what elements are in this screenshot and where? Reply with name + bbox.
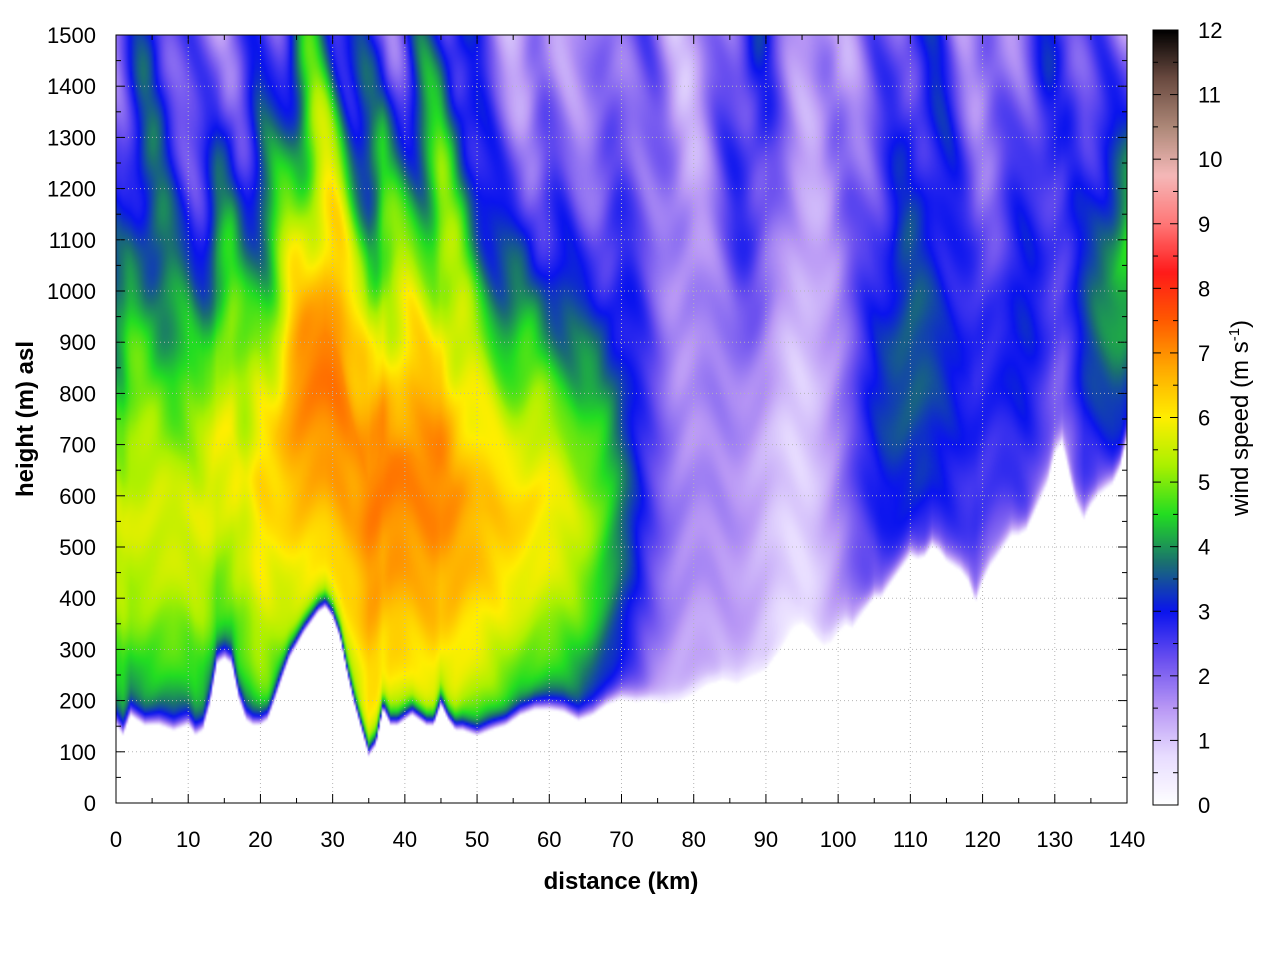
colorbar-title: wind speed (m s-1) (1226, 320, 1254, 517)
y-tick-label: 1300 (47, 125, 96, 150)
x-tick-label: 90 (754, 827, 778, 852)
colorbar-tick-label: 9 (1198, 212, 1210, 237)
y-tick-label: 100 (59, 740, 96, 765)
colorbar-title-main: wind speed (m s (1227, 341, 1254, 517)
colorbar-tick-label: 11 (1198, 83, 1221, 108)
x-tick-label: 70 (609, 827, 633, 852)
x-tick-label: 100 (820, 827, 857, 852)
y-tick-label: 800 (59, 381, 96, 406)
x-tick-label: 120 (964, 827, 1001, 852)
colorbar-tick-label: 1 (1198, 728, 1210, 753)
x-tick-label: 60 (537, 827, 561, 852)
colorbar-tick-label: 7 (1198, 341, 1210, 366)
y-tick-label: 300 (59, 637, 96, 662)
x-tick-label: 30 (320, 827, 344, 852)
y-tick-label: 400 (59, 586, 96, 611)
colorbar-tick-label: 12 (1198, 18, 1222, 43)
x-axis: 0 10 20 30 40 50 60 70 80 90 100 110 120 130 140 (110, 35, 1145, 852)
colorbar-title-close: ) (1227, 320, 1254, 328)
colorbar-tick-label: 8 (1198, 276, 1210, 301)
y-axis-title: height (m) asl (12, 341, 39, 497)
y-tick-label: 1100 (49, 228, 96, 253)
y-tick-label: 1500 (47, 23, 96, 48)
y-tick-label: 0 (84, 791, 96, 816)
colorbar-tick-label: 0 (1198, 793, 1210, 818)
colorbar-tick-label: 6 (1198, 406, 1210, 431)
x-tick-label: 80 (681, 827, 705, 852)
y-tick-label: 200 (59, 689, 96, 714)
y-tick-label: 900 (59, 330, 96, 355)
y-tick-label: 500 (59, 535, 96, 560)
y-tick-label: 1000 (47, 279, 96, 304)
x-tick-label: 110 (893, 827, 928, 852)
colorbar-tick-label: 4 (1198, 535, 1210, 560)
colorbar-tick-label: 2 (1198, 664, 1210, 689)
colorbar-tick-label: 5 (1198, 470, 1210, 495)
colorbar-title-sup: -1 (1226, 328, 1243, 341)
colorbar-tick-label: 3 (1198, 599, 1210, 624)
y-tick-label: 700 (59, 433, 96, 458)
x-tick-label: 20 (248, 827, 272, 852)
y-tick-label: 1400 (47, 74, 96, 99)
y-axis: 0 100 200 300 400 500 600 700 800 900 1000 1100 1200… (47, 23, 1127, 816)
y-tick-label: 1200 (47, 177, 96, 202)
x-tick-label: 140 (1109, 827, 1146, 852)
grid-lines (116, 35, 1127, 803)
colorbar-tick-label: 10 (1198, 147, 1222, 172)
y-tick-label: 600 (59, 484, 96, 509)
x-tick-label: 0 (110, 827, 122, 852)
x-tick-label: 50 (465, 827, 489, 852)
x-tick-label: 40 (393, 827, 417, 852)
x-tick-label: 130 (1036, 827, 1073, 852)
x-axis-title: distance (km) (544, 868, 699, 895)
x-tick-label: 10 (176, 827, 200, 852)
